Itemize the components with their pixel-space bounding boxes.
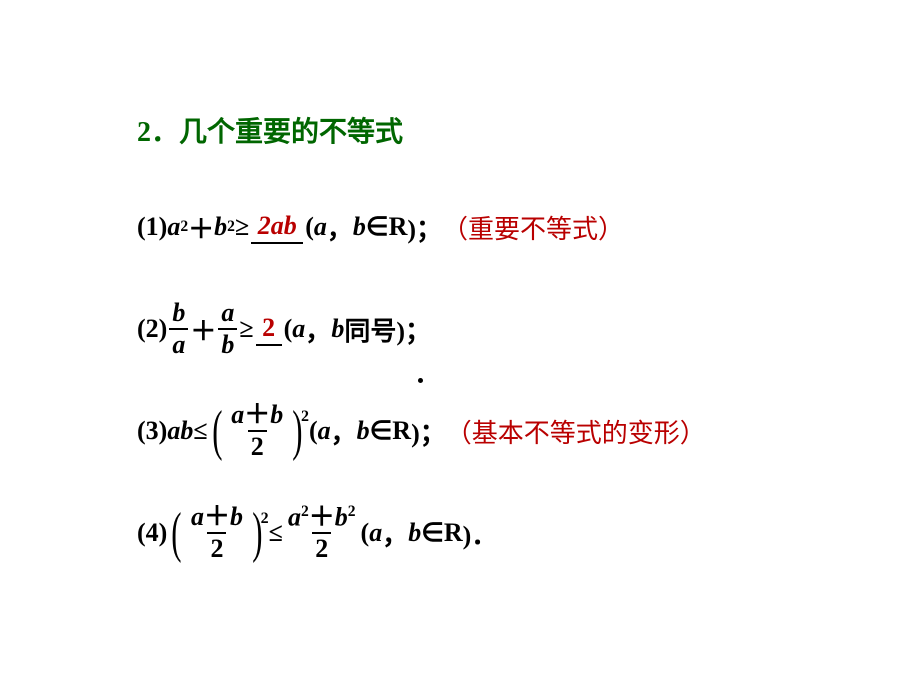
- cond-close: )；: [407, 209, 442, 246]
- cond-sep: ，: [331, 413, 357, 450]
- var-b: b: [270, 400, 283, 429]
- frac-num: a＋b: [228, 402, 286, 430]
- plus: ＋: [309, 502, 335, 531]
- heading-sep: ．: [151, 117, 179, 148]
- cond-b: b: [408, 518, 421, 548]
- var-a: a: [167, 416, 180, 446]
- frac-num: b: [169, 300, 188, 328]
- note: （基本不等式的变形）: [446, 413, 706, 450]
- var-b: b: [180, 416, 193, 446]
- frac-num: a＋b: [188, 504, 246, 532]
- cond-a: a: [369, 518, 382, 548]
- plus: ＋: [204, 502, 230, 531]
- exp-2: 2: [180, 218, 188, 236]
- cond-b: b: [331, 314, 344, 344]
- plus: ＋: [188, 209, 214, 246]
- var-b: b: [214, 212, 227, 242]
- var-a: a: [288, 502, 301, 531]
- cond-open: (: [284, 314, 293, 344]
- cond-sep: ，: [382, 515, 408, 552]
- paren-group: ( a＋b 2 ) 2: [208, 402, 309, 460]
- cond-sep: ，: [305, 311, 331, 348]
- cond-sep: ，: [327, 209, 353, 246]
- fraction: a＋b 2: [228, 402, 286, 460]
- fraction: a＋b 2: [188, 504, 246, 562]
- leq: ≤: [269, 518, 283, 548]
- frac-num: a2＋b2: [285, 504, 359, 533]
- var-a: a: [191, 502, 204, 531]
- cond-close: )．: [463, 515, 498, 552]
- item-label: (1): [137, 212, 167, 242]
- inequality-4: (4) ( a＋b 2 ) 2 ≤ a2＋b2 2 ( a ， b ∈ R )．: [137, 498, 920, 568]
- paren-left-icon: (: [212, 403, 222, 459]
- inequality-2: (2) b a ＋ a b ≥ 2 ( a ， b 同号 )；: [137, 294, 920, 364]
- blank-answer: 2: [256, 313, 282, 346]
- cond-set: R: [389, 212, 408, 242]
- var-a: a: [167, 212, 180, 242]
- cond-a: a: [292, 314, 305, 344]
- item-label: (2): [137, 314, 167, 344]
- frac-den: b: [218, 328, 237, 358]
- cond-open: (: [309, 416, 318, 446]
- note: （重要不等式）: [442, 209, 624, 246]
- geq: ≥: [235, 212, 249, 242]
- cond-a: a: [314, 212, 327, 242]
- var-a: a: [231, 400, 244, 429]
- plus: ＋: [190, 311, 216, 348]
- frac-den: a: [169, 328, 188, 358]
- cond-close: )；: [396, 311, 431, 348]
- cond-open: (: [361, 518, 370, 548]
- inequality-1: (1) a2 ＋ b2 ≥ 2ab ( a ， b ∈ R )； （重要不等式）: [137, 192, 920, 262]
- paren-right-icon: ): [252, 505, 262, 561]
- cond-b: b: [353, 212, 366, 242]
- plus: ＋: [244, 400, 270, 429]
- cond-b: b: [357, 416, 370, 446]
- exp-2: 2: [348, 503, 356, 520]
- cond-in: ∈: [421, 518, 444, 548]
- blank-answer: 2ab: [251, 211, 303, 244]
- heading-number: 2: [137, 117, 151, 148]
- fraction: a2＋b2 2: [285, 504, 359, 563]
- cond-close: )；: [411, 413, 446, 450]
- fraction: b a: [169, 300, 188, 358]
- exp-2: 2: [227, 218, 235, 236]
- item-label: (3): [137, 416, 167, 446]
- cond-open: (: [305, 212, 314, 242]
- slide-page: 2．几个重要的不等式 (1) a2 ＋ b2 ≥ 2ab ( a ， b ∈ R…: [0, 0, 920, 690]
- var-b: b: [335, 502, 348, 531]
- heading-text: 几个重要的不等式: [179, 117, 403, 148]
- inequality-3: (3) ab ≤ ( a＋b 2 ) 2 ( a ， b ∈ R )； （基本不…: [137, 396, 920, 466]
- cond-text: 同号: [344, 311, 396, 348]
- frac-den: 2: [207, 532, 226, 562]
- cond-in: ∈: [370, 416, 393, 446]
- frac-den: 2: [248, 430, 267, 460]
- paren-right-icon: ): [292, 403, 302, 459]
- paren-group: ( a＋b 2 ) 2: [167, 504, 268, 562]
- leq: ≤: [193, 416, 207, 446]
- frac-den: 2: [312, 532, 331, 562]
- cond-a: a: [318, 416, 331, 446]
- cond-in: ∈: [366, 212, 389, 242]
- geq: ≥: [239, 314, 253, 344]
- paren-left-icon: (: [172, 505, 182, 561]
- cond-set: R: [392, 416, 411, 446]
- fraction: a b: [218, 300, 237, 358]
- item-label: (4): [137, 518, 167, 548]
- cond-set: R: [444, 518, 463, 548]
- decorative-dot: [418, 378, 423, 383]
- var-b: b: [230, 502, 243, 531]
- exp-2: 2: [301, 503, 309, 520]
- frac-num: a: [218, 300, 237, 328]
- section-heading: 2．几个重要的不等式: [137, 110, 920, 150]
